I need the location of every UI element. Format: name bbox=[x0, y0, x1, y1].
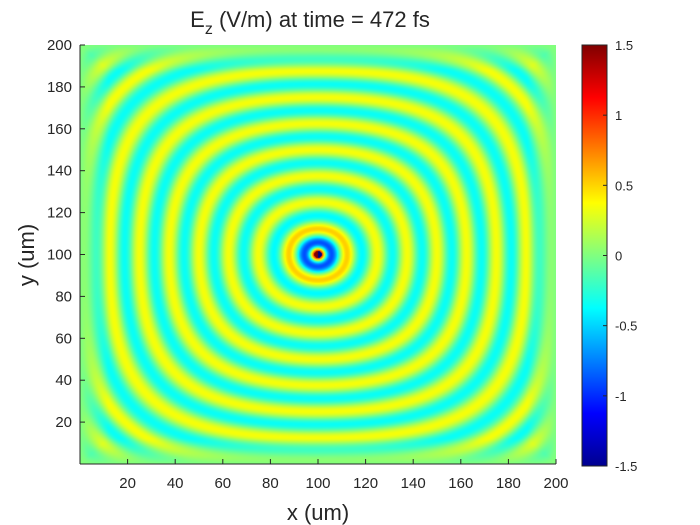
chart-title: Ez (V/m) at time = 472 fs bbox=[190, 7, 430, 38]
x-tick-label: 120 bbox=[353, 475, 378, 492]
x-ticks: 20 40 60 80 100 120 140 160 180 200 bbox=[119, 459, 569, 492]
colorbar-tick-label: -0.5 bbox=[615, 319, 637, 334]
y-ticks: 20 40 60 80 100 120 140 160 180 200 bbox=[47, 37, 85, 431]
y-tick-label: 140 bbox=[47, 163, 72, 180]
x-tick-label: 80 bbox=[262, 475, 279, 492]
colorbar-tick-label: 0 bbox=[615, 249, 622, 264]
colorbar-tick-label: 1 bbox=[615, 108, 622, 123]
x-tick-label: 140 bbox=[401, 475, 426, 492]
x-tick-label: 180 bbox=[496, 475, 521, 492]
y-tick-label: 40 bbox=[55, 372, 72, 389]
y-axis-title: y (um) bbox=[14, 224, 39, 286]
colorbar-ticks: 1.5 1 0.5 0 -0.5 -1 -1.5 bbox=[603, 38, 637, 474]
y-tick-label: 100 bbox=[47, 247, 72, 264]
x-tick-label: 160 bbox=[448, 475, 473, 492]
y-tick-label: 80 bbox=[55, 288, 72, 305]
heatmap-canvas bbox=[80, 45, 556, 464]
chart-title-rest: (V/m) at time = 472 fs bbox=[213, 7, 430, 32]
chart-title-subscript: z bbox=[205, 21, 213, 38]
y-tick-label: 60 bbox=[55, 330, 72, 347]
colorbar-tick-label: 1.5 bbox=[615, 38, 633, 53]
x-tick-label: 60 bbox=[214, 475, 231, 492]
colorbar-tick-label: -1.5 bbox=[615, 459, 637, 474]
y-tick-label: 160 bbox=[47, 121, 72, 138]
colorbar-tick-label: -1 bbox=[615, 389, 627, 404]
x-tick-label: 100 bbox=[305, 475, 330, 492]
colorbar-tick-label: 0.5 bbox=[615, 178, 633, 193]
heatmap-plot bbox=[80, 45, 556, 464]
y-tick-label: 120 bbox=[47, 205, 72, 222]
x-tick-label: 40 bbox=[167, 475, 184, 492]
x-axis-title: x (um) bbox=[287, 500, 349, 525]
y-tick-label: 20 bbox=[55, 414, 72, 431]
y-tick-label: 180 bbox=[47, 79, 72, 96]
chart-title-main: E bbox=[190, 7, 205, 32]
colorbar-gradient bbox=[581, 44, 608, 467]
x-tick-label: 200 bbox=[543, 475, 568, 492]
colorbar: 1.5 1 0.5 0 -0.5 -1 -1.5 bbox=[581, 38, 637, 474]
x-tick-label: 20 bbox=[119, 475, 136, 492]
y-tick-label: 200 bbox=[47, 37, 72, 54]
